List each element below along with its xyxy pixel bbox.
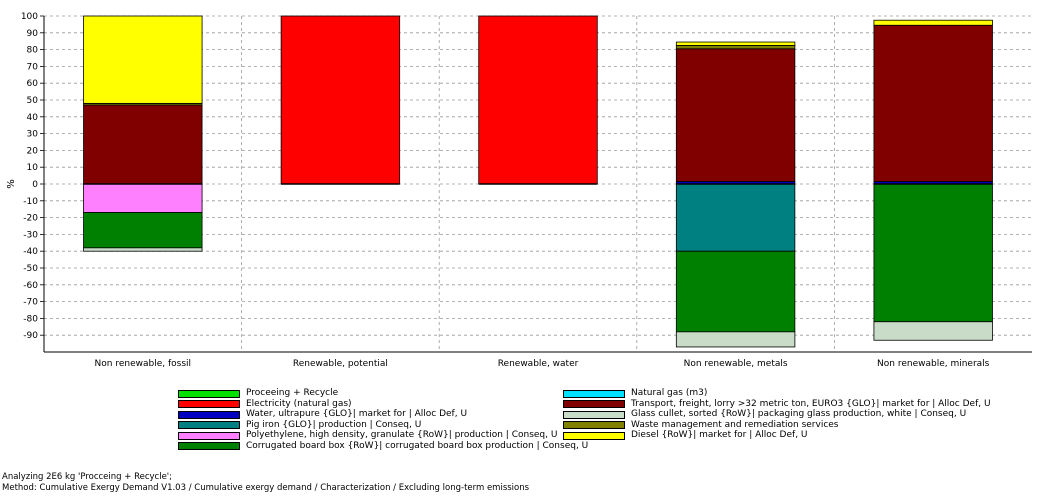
legend: Proceeing + Recycle Electricity (natural … [0, 388, 1038, 464]
y-tick-label: 0 [32, 180, 38, 190]
y-tick-label: -80 [23, 314, 38, 324]
y-tick-label: -10 [23, 197, 38, 207]
legend-item: Polyethylene, high density, granulate {R… [178, 430, 557, 441]
legend-swatch [178, 400, 240, 408]
legend-item: Pig iron {GLO}| production | Conseq, U [178, 420, 421, 431]
bar-segment [675, 41, 796, 46]
legend-label: Proceeing + Recycle [246, 388, 339, 398]
bar-segment [675, 331, 796, 348]
analysis-line: Analyzing 2E6 kg 'Procceing + Recycle'; [2, 472, 173, 482]
legend-swatch [563, 421, 625, 429]
y-axis-label: % [6, 179, 17, 189]
x-tick-label: Non renewable, metals [684, 359, 788, 369]
x-tick-label: Renewable, potential [293, 359, 388, 369]
legend-label: Water, ultrapure {GLO}| market for | All… [246, 409, 468, 419]
y-tick-label: 50 [27, 96, 39, 106]
x-tick-label: Non renewable, fossil [95, 359, 192, 369]
legend-label: Electricity (natural gas) [246, 398, 352, 409]
x-tick-label: Non renewable, minerals [877, 359, 990, 369]
legend-label: Pig iron {GLO}| production | Conseq, U [246, 419, 422, 430]
bar-segment [83, 15, 203, 104]
bar-segment [675, 183, 796, 252]
y-tick-label: -30 [23, 230, 38, 240]
legend-swatch [178, 389, 240, 398]
legend-item: Water, ultrapure {GLO}| market for | All… [178, 409, 467, 420]
legend-swatch [178, 421, 240, 429]
y-tick-label: -90 [23, 331, 38, 341]
y-tick-label: 30 [27, 130, 39, 140]
y-tick-label: -70 [23, 298, 38, 308]
bar-segment [873, 183, 993, 323]
x-tick-label: Renewable, water [498, 359, 579, 369]
bar-segment [873, 321, 993, 341]
y-tick-label: 10 [27, 163, 39, 173]
legend-swatch [178, 431, 240, 440]
legend-swatch [563, 431, 625, 440]
stacked-bar-chart: 1009080706050403020100-10-20-30-40-50-60… [6, 12, 1032, 369]
legend-swatch [178, 410, 240, 419]
bars-layer [83, 15, 993, 348]
legend-swatch [563, 410, 625, 419]
y-tick-label: -50 [23, 264, 38, 274]
legend-label: Waste management and remediation service… [631, 419, 839, 430]
y-tick-label: 70 [27, 62, 39, 72]
bar-segment [83, 183, 203, 213]
y-tick-label: 80 [27, 46, 39, 56]
bar-segment [675, 45, 796, 50]
bar-segment [675, 48, 796, 182]
legend-label: Diesel {RoW}| market for | Alloc Def, U [631, 430, 808, 440]
legend-item: Electricity (natural gas) [178, 399, 352, 410]
legend-item: Waste management and remediation service… [563, 420, 839, 431]
legend-item: Diesel {RoW}| market for | Alloc Def, U [563, 430, 808, 441]
bar-segment [675, 250, 796, 333]
bar-segment [873, 24, 993, 182]
legend-swatch [563, 389, 625, 398]
bar-segment [873, 19, 993, 26]
y-tick-label: -40 [23, 247, 38, 257]
y-tick-label: 90 [27, 29, 39, 39]
legend-item: Transport, freight, lorry >32 metric ton… [563, 399, 991, 410]
legend-item: Proceeing + Recycle [178, 388, 338, 399]
bar-segment [280, 15, 401, 185]
legend-label: Polyethylene, high density, granulate {R… [246, 430, 558, 440]
axis-layer: 1009080706050403020100-10-20-30-40-50-60… [21, 12, 1032, 369]
legend-swatch [178, 442, 240, 450]
method-line: Method: Cumulative Exergy Demand V1.03 /… [2, 483, 530, 493]
legend-item: Natural gas (m3) [563, 388, 707, 399]
bar-segment [478, 15, 598, 185]
legend-label: Glass cullet, sorted {RoW}| packaging gl… [631, 409, 967, 419]
legend-label: Corrugated board box {RoW}| corrugated b… [246, 440, 589, 451]
legend-label: Natural gas (m3) [631, 388, 708, 398]
legend-item: Glass cullet, sorted {RoW}| packaging gl… [563, 409, 966, 420]
bar-segment [83, 212, 203, 249]
bar-segment [83, 104, 203, 185]
y-tick-label: 60 [27, 79, 39, 89]
y-tick-label: 40 [27, 113, 39, 123]
y-tick-label: -20 [23, 214, 38, 224]
y-tick-label: -60 [23, 281, 38, 291]
legend-swatch [563, 400, 625, 408]
bar-segment [83, 247, 203, 252]
y-tick-label: 20 [27, 146, 39, 156]
legend-label: Transport, freight, lorry >32 metric ton… [631, 398, 991, 409]
legend-item: Corrugated board box {RoW}| corrugated b… [178, 441, 588, 452]
y-tick-label: 100 [21, 12, 38, 22]
analysis-footer: Analyzing 2E6 kg 'Procceing + Recycle'; … [2, 472, 529, 494]
